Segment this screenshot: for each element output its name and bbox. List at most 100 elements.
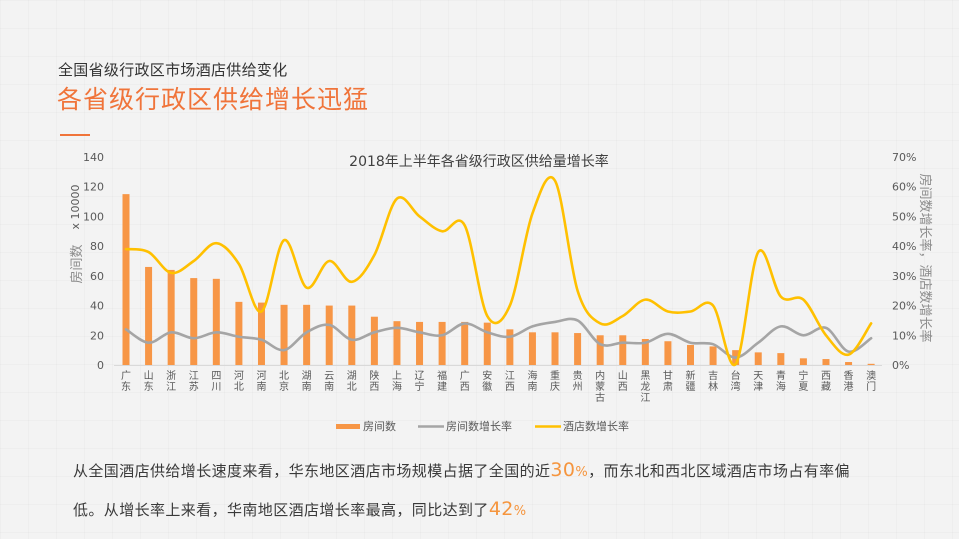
y-axis-tick: 0 (97, 359, 104, 372)
accent-divider (60, 134, 90, 136)
legend-swatch-rooms (336, 424, 360, 429)
y2-axis-tick: 20% (892, 300, 916, 313)
x-axis-category-label: 北京 (279, 370, 289, 393)
y-axis-tick: 40 (90, 300, 104, 313)
line-room-growth (124, 317, 873, 359)
y2-axis-label: 房间数增长率，酒店数增长率 (917, 173, 933, 342)
bar-rooms (822, 359, 830, 365)
x-axis-category-label: 澳门 (866, 369, 876, 393)
line-hotel-growth (124, 176, 873, 367)
x-axis-category-label: 山西 (618, 370, 628, 393)
x-axis-category-label: 海南 (527, 369, 537, 393)
bar-rooms (687, 344, 694, 365)
bar-rooms (845, 362, 853, 365)
bar-rooms (596, 335, 604, 365)
x-axis-category-label: 湖南 (302, 370, 312, 393)
x-axis-category-label: 河北 (234, 370, 244, 393)
x-axis-category-label: 四川 (211, 371, 221, 393)
section-subtitle: 全国省级行政区市场酒店供给变化 (58, 61, 288, 79)
highlight-30-percent: 30% (550, 459, 589, 481)
bar-rooms (370, 316, 378, 365)
x-axis-category-label: 台湾 (731, 369, 741, 393)
x-axis-category-label: 内蒙古 (595, 369, 605, 404)
x-axis-category-label: 福建 (437, 369, 447, 393)
bar-rooms (551, 332, 559, 365)
summary-paragraph-line-2: 低。从增长率上来看，华南地区酒店增长率最高，同比达到了42% (73, 498, 527, 520)
legend-label-hotel-growth: 酒店数增长率 (563, 419, 629, 433)
y2-axis-tick: 10% (892, 329, 916, 342)
bar-rooms (777, 353, 785, 365)
y2-axis-tick: 60% (892, 181, 916, 194)
x-axis-category-label: 重庆 (550, 369, 560, 393)
x-axis-category-label: 青海 (776, 369, 786, 393)
x-axis-category-label: 吉林 (708, 370, 718, 393)
bar-rooms (122, 194, 130, 365)
bar-rooms (348, 305, 356, 365)
bar-rooms (528, 332, 536, 365)
bar-rooms (235, 301, 243, 365)
x-axis-category-label: 广西 (460, 370, 470, 393)
bar-rooms (574, 333, 582, 365)
chart-legend: 房间数 房间数增长率 酒店数增长率 (336, 419, 629, 433)
bar-rooms (190, 278, 198, 365)
x-axis-category-label: 河南 (256, 370, 266, 393)
y2-axis-tick: 0% (892, 359, 909, 372)
x-axis-category-label: 陕西 (369, 369, 379, 393)
x-axis-category-label: 广东 (121, 370, 131, 393)
page-headline: 各省级行政区供给增长迅猛 (57, 85, 370, 114)
x-axis-category-label: 甘肃 (663, 369, 673, 393)
bar-rooms (325, 305, 333, 365)
bar-rooms (664, 341, 672, 365)
x-axis-category-label: 宁夏 (798, 369, 808, 393)
highlight-42-percent: 42% (488, 498, 527, 520)
bar-rooms (461, 321, 469, 365)
summary-paragraph-line-1: 从全国酒店供给增长速度来看，华东地区酒店市场规模占据了全国的近30%，而东北和西… (73, 459, 850, 481)
y-axis-tick: 80 (90, 240, 104, 253)
bar-rooms (280, 304, 288, 365)
bar-rooms (483, 322, 491, 365)
y2-axis-tick: 30% (892, 270, 916, 283)
y-axis-label: 房间数 (69, 244, 85, 283)
bar-rooms (619, 335, 627, 365)
x-axis-category-label: 江西 (505, 370, 515, 393)
y2-axis-tick: 40% (892, 240, 916, 253)
x-axis-category-label: 新疆 (686, 369, 696, 393)
x-axis-category-label: 辽宁 (415, 370, 425, 393)
bar-rooms (641, 339, 649, 365)
x-axis-category-label: 西藏 (821, 371, 831, 393)
bar-rooms (709, 346, 717, 365)
combo-chart: 2018年上半年各省级行政区供给量增长率 0 20 40 60 80 100 120 140 0%… (69, 151, 933, 433)
x-axis-category-label: 贵州 (573, 369, 583, 393)
x-axis-category-label: 香港 (844, 370, 854, 393)
y-axis-tick: 60 (90, 270, 104, 283)
x-axis-category-label: 山东 (144, 370, 154, 393)
y-axis-tick: 20 (90, 329, 104, 342)
x-axis-category-label: 浙江 (166, 370, 176, 393)
bar-rooms (257, 302, 265, 365)
y-axis-tick: 120 (83, 181, 104, 194)
y2-axis-tick: 70% (892, 151, 916, 164)
bar-rooms (799, 358, 807, 365)
x-axis-category-label: 湖北 (347, 370, 357, 393)
y-axis-tick: 100 (83, 210, 104, 223)
bar-rooms (867, 363, 875, 365)
y-axis-tick: 140 (83, 151, 104, 164)
bar-rooms (145, 266, 153, 365)
x-axis-category-label: 黑龙江 (640, 370, 650, 404)
bar-rooms (506, 329, 514, 365)
chart-title: 2018年上半年各省级行政区供给量增长率 (349, 153, 609, 170)
bar-rooms (393, 321, 401, 365)
bar-rooms (438, 321, 446, 365)
y-axis-unit-label: x 10000 (69, 184, 82, 229)
bar-rooms (416, 321, 424, 365)
legend-label-room-growth: 房间数增长率 (446, 419, 512, 433)
x-axis-category-label: 云南 (324, 371, 334, 393)
bar-rooms (167, 269, 175, 365)
bar-rooms (754, 352, 762, 365)
y2-axis-tick: 50% (892, 210, 916, 223)
legend-label-rooms: 房间数 (363, 420, 396, 433)
bar-rooms (212, 278, 220, 365)
x-axis-category-label: 安徽 (482, 369, 492, 393)
bar-rooms (303, 304, 311, 365)
x-axis-category-label: 上海 (392, 370, 402, 393)
